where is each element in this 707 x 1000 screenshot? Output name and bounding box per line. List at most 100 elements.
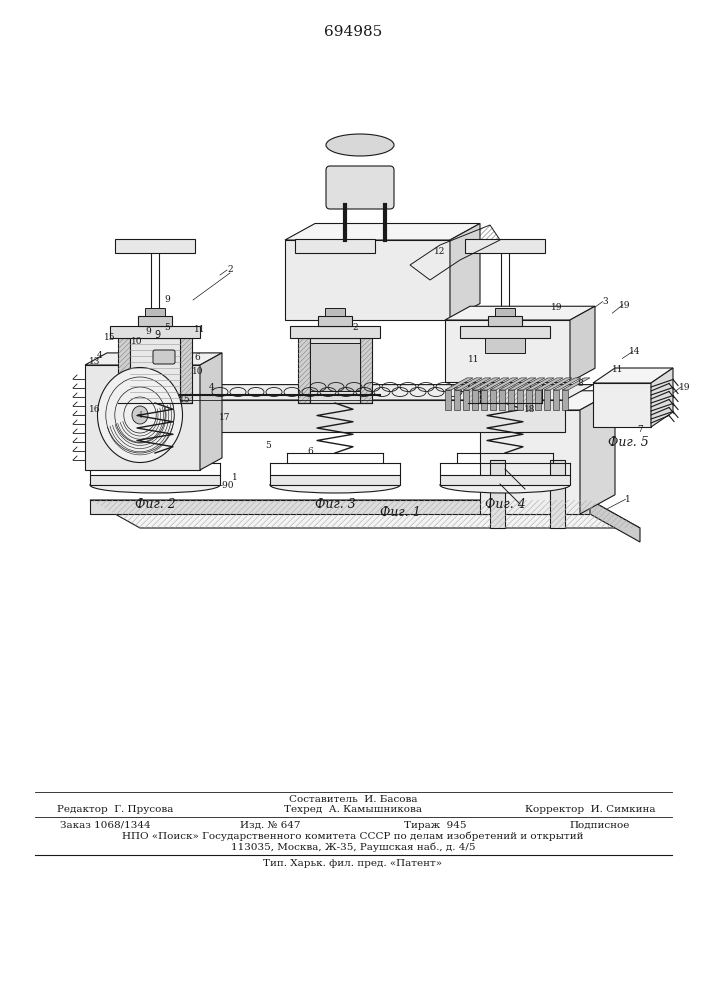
- Polygon shape: [454, 390, 460, 410]
- Polygon shape: [590, 500, 640, 542]
- Text: Корректор  И. Симкина: Корректор И. Симкина: [525, 806, 655, 814]
- Ellipse shape: [98, 367, 182, 462]
- Polygon shape: [298, 338, 310, 403]
- Text: 18: 18: [525, 406, 536, 414]
- Polygon shape: [318, 316, 352, 326]
- Polygon shape: [463, 378, 491, 390]
- Polygon shape: [593, 383, 651, 427]
- Text: 4: 4: [97, 351, 103, 360]
- Text: Фиг. 3: Фиг. 3: [315, 498, 356, 512]
- Polygon shape: [530, 338, 542, 403]
- Polygon shape: [295, 239, 375, 253]
- Polygon shape: [480, 338, 530, 403]
- Polygon shape: [553, 378, 581, 390]
- Polygon shape: [535, 378, 563, 390]
- Polygon shape: [145, 308, 165, 316]
- Polygon shape: [285, 224, 480, 240]
- Text: 17: 17: [219, 414, 230, 422]
- Polygon shape: [488, 316, 522, 326]
- Polygon shape: [472, 378, 500, 390]
- Polygon shape: [472, 390, 478, 410]
- Polygon shape: [468, 338, 480, 403]
- Polygon shape: [580, 391, 615, 514]
- Polygon shape: [180, 338, 192, 403]
- Text: Редактор  Г. Прусова: Редактор Г. Прусова: [57, 806, 173, 814]
- Polygon shape: [465, 239, 545, 253]
- Ellipse shape: [132, 406, 148, 424]
- Text: Фиг. 4: Фиг. 4: [484, 498, 525, 512]
- Polygon shape: [480, 410, 580, 514]
- Polygon shape: [298, 338, 310, 403]
- Polygon shape: [130, 338, 180, 403]
- Ellipse shape: [326, 134, 394, 156]
- Polygon shape: [544, 378, 572, 390]
- Polygon shape: [90, 500, 640, 528]
- Text: 113035, Москва, Ж-35, Раушская наб., д. 4/5: 113035, Москва, Ж-35, Раушская наб., д. …: [230, 842, 475, 852]
- Polygon shape: [593, 368, 673, 383]
- Polygon shape: [90, 475, 220, 485]
- Text: 19: 19: [551, 302, 563, 312]
- Polygon shape: [175, 400, 565, 432]
- Polygon shape: [570, 306, 595, 382]
- Polygon shape: [118, 338, 130, 403]
- FancyBboxPatch shape: [153, 350, 175, 364]
- Text: -90: -90: [220, 481, 234, 489]
- Polygon shape: [499, 378, 527, 390]
- Polygon shape: [480, 391, 615, 410]
- Polygon shape: [562, 390, 568, 410]
- Text: 1: 1: [232, 473, 238, 482]
- Polygon shape: [490, 460, 505, 528]
- Text: Фиг. 1: Фиг. 1: [380, 506, 421, 518]
- Polygon shape: [175, 385, 593, 400]
- Polygon shape: [310, 338, 360, 403]
- Ellipse shape: [90, 477, 220, 493]
- FancyBboxPatch shape: [326, 166, 394, 209]
- Text: Фиг. 2: Фиг. 2: [134, 498, 175, 512]
- Text: 8: 8: [577, 378, 583, 387]
- Polygon shape: [110, 326, 200, 338]
- Text: 19: 19: [679, 382, 691, 391]
- Polygon shape: [285, 240, 450, 320]
- Polygon shape: [562, 378, 590, 390]
- Text: Подписное: Подписное: [570, 820, 630, 830]
- Text: НПО «Поиск» Государственного комитета СССР по делам изобретений и открытий: НПО «Поиск» Государственного комитета СС…: [122, 831, 584, 841]
- Polygon shape: [481, 378, 509, 390]
- Text: 2: 2: [352, 324, 358, 332]
- Polygon shape: [526, 390, 532, 410]
- Text: 3: 3: [602, 298, 608, 306]
- Polygon shape: [508, 378, 536, 390]
- Text: 11: 11: [612, 365, 624, 374]
- Polygon shape: [485, 338, 525, 353]
- Text: 6: 6: [307, 448, 313, 456]
- Polygon shape: [270, 475, 400, 485]
- Polygon shape: [517, 378, 545, 390]
- Text: 10: 10: [132, 338, 143, 347]
- Text: 1: 1: [625, 495, 631, 504]
- Text: Техред  А. Камышникова: Техред А. Камышникова: [284, 806, 422, 814]
- Polygon shape: [517, 390, 523, 410]
- Polygon shape: [530, 338, 542, 403]
- Polygon shape: [290, 326, 380, 338]
- Text: 11: 11: [468, 356, 480, 364]
- Text: 11: 11: [194, 326, 206, 334]
- Polygon shape: [310, 343, 360, 391]
- Text: 19: 19: [619, 300, 631, 310]
- Polygon shape: [526, 378, 554, 390]
- Polygon shape: [360, 338, 372, 403]
- Polygon shape: [180, 338, 192, 403]
- Text: Тираж  945: Тираж 945: [404, 820, 466, 830]
- Polygon shape: [310, 343, 360, 391]
- Polygon shape: [481, 390, 487, 410]
- Text: 6: 6: [194, 353, 200, 361]
- Text: 16: 16: [89, 406, 101, 414]
- Polygon shape: [445, 378, 473, 390]
- Polygon shape: [85, 353, 222, 365]
- Polygon shape: [490, 390, 496, 410]
- Polygon shape: [651, 368, 673, 427]
- Polygon shape: [535, 390, 541, 410]
- Text: 9: 9: [164, 296, 170, 304]
- Text: 9: 9: [145, 328, 151, 336]
- Text: Изд. № 647: Изд. № 647: [240, 820, 300, 830]
- Text: 9: 9: [154, 330, 160, 340]
- Polygon shape: [495, 308, 515, 316]
